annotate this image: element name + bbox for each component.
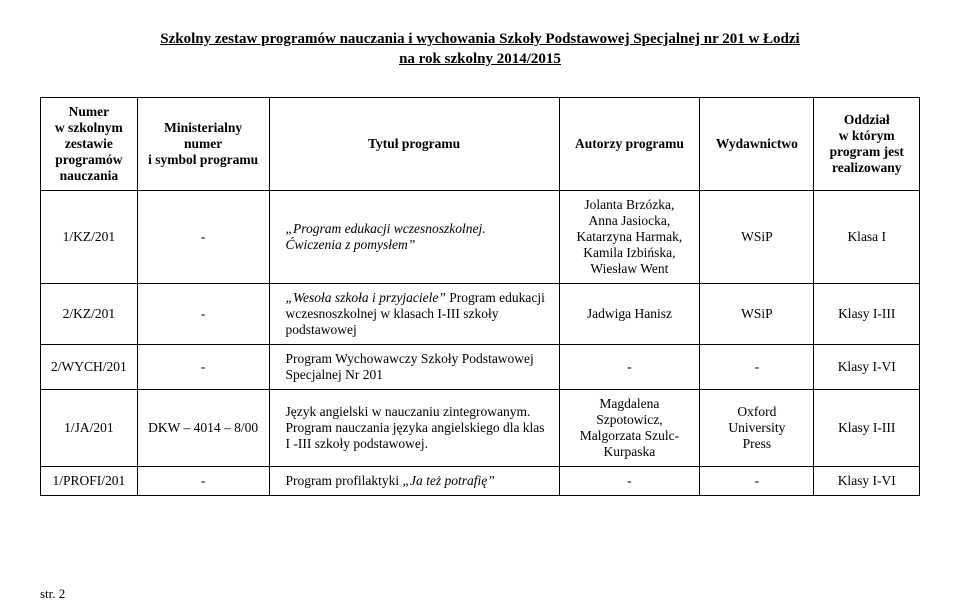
header-min-text: Ministerialnynumeri symbol programu <box>148 120 258 167</box>
cell-title: Język angielski w nauczaniu zintegrowany… <box>269 390 559 467</box>
cell-title: Program Wychowawczy Szkoły Podstawowej S… <box>269 345 559 390</box>
table-row: 2/KZ/201-„Wesoła szkoła i przyjaciele” P… <box>41 284 920 345</box>
title-line-2: na rok szkolny 2014/2015 <box>399 51 561 67</box>
cell-class: Klasy I-VI <box>814 345 920 390</box>
cell-num: 2/WYCH/201 <box>41 345 138 390</box>
cell-min: - <box>137 284 269 345</box>
cell-min: DKW – 4014 – 8/00 <box>137 390 269 467</box>
header-authors-text: Autorzy programu <box>575 136 684 151</box>
header-num-text: Numerw szkolnymzestawieprogramównauczani… <box>55 104 123 183</box>
cell-authors: MagdalenaSzpotowicz,Malgorzata Szulc-Kur… <box>559 390 700 467</box>
header-title-text: Tytuł programu <box>368 136 460 151</box>
cell-pub: - <box>700 345 814 390</box>
cell-authors: - <box>559 467 700 496</box>
cell-class: Klasy I-VI <box>814 467 920 496</box>
header-min: Ministerialnynumeri symbol programu <box>137 98 269 191</box>
cell-num: 2/KZ/201 <box>41 284 138 345</box>
title-line-1: Szkolny zestaw programów nauczania i wyc… <box>160 31 799 47</box>
table-row: 1/PROFI/201-Program profilaktyki „Ja też… <box>41 467 920 496</box>
table-row: 2/WYCH/201-Program Wychowawczy Szkoły Po… <box>41 345 920 390</box>
cell-num: 1/JA/201 <box>41 390 138 467</box>
page-number: str. 2 <box>40 586 920 602</box>
cell-class: Klasy I-III <box>814 284 920 345</box>
cell-class: Klasa I <box>814 191 920 284</box>
cell-pub: OxfordUniversityPress <box>700 390 814 467</box>
header-pub: Wydawnictwo <box>700 98 814 191</box>
cell-min: - <box>137 467 269 496</box>
cell-pub: WSiP <box>700 284 814 345</box>
page-title: Szkolny zestaw programów nauczania i wyc… <box>40 30 920 69</box>
table-row: 1/JA/201DKW – 4014 – 8/00Język angielski… <box>41 390 920 467</box>
cell-title: „Wesoła szkoła i przyjaciele” Program ed… <box>269 284 559 345</box>
header-title: Tytuł programu <box>269 98 559 191</box>
cell-pub: WSiP <box>700 191 814 284</box>
table-header-row: Numerw szkolnymzestawieprogramównauczani… <box>41 98 920 191</box>
header-class-text: Oddziałw którymprogram jestrealizowany <box>830 112 904 175</box>
table-row: 1/KZ/201-„Program edukacji wczesnoszkoln… <box>41 191 920 284</box>
header-pub-text: Wydawnictwo <box>716 136 798 151</box>
header-num: Numerw szkolnymzestawieprogramównauczani… <box>41 98 138 191</box>
cell-min: - <box>137 191 269 284</box>
cell-pub: - <box>700 467 814 496</box>
cell-class: Klasy I-III <box>814 390 920 467</box>
cell-title: „Program edukacji wczesnoszkolnej.Ćwicze… <box>269 191 559 284</box>
cell-title: Program profilaktyki „Ja też potrafię” <box>269 467 559 496</box>
cell-num: 1/PROFI/201 <box>41 467 138 496</box>
header-class: Oddziałw którymprogram jestrealizowany <box>814 98 920 191</box>
cell-num: 1/KZ/201 <box>41 191 138 284</box>
cell-min: - <box>137 345 269 390</box>
cell-authors: Jolanta Brzózka,Anna Jasiocka,Katarzyna … <box>559 191 700 284</box>
cell-authors: Jadwiga Hanisz <box>559 284 700 345</box>
header-authors: Autorzy programu <box>559 98 700 191</box>
cell-authors: - <box>559 345 700 390</box>
programs-table: Numerw szkolnymzestawieprogramównauczani… <box>40 97 920 496</box>
